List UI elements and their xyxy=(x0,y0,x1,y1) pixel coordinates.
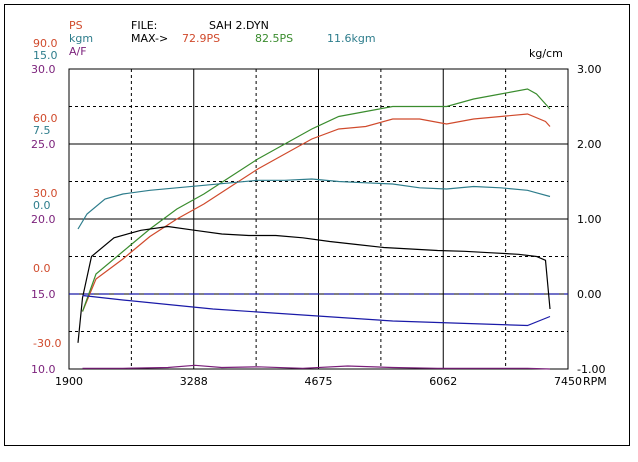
left-tick-kgm: 0.0 xyxy=(33,199,51,212)
left-axis-ticks: 90.015.030.060.07.525.030.00.020.00.015.… xyxy=(31,37,61,376)
left-tick-af: 10.0 xyxy=(31,363,56,376)
left-tick-ps: 90.0 xyxy=(33,37,58,50)
right-axis-label: kg/cm xyxy=(529,47,563,60)
file-name: SAH 2.DYN xyxy=(209,19,269,32)
series-line-boost xyxy=(77,225,551,343)
right-tick-label: 2.00 xyxy=(577,138,602,151)
x-axis-label: RPM xyxy=(583,375,607,388)
series-line-ps2 xyxy=(81,88,551,312)
series-line-ps xyxy=(81,113,551,312)
af-label: A/F xyxy=(69,45,87,58)
left-tick-kgm: 7.5 xyxy=(33,124,51,137)
left-tick-af: 25.0 xyxy=(31,138,56,151)
grid xyxy=(68,68,569,370)
dyno-chart-frame: PS kgm A/F FILE: SAH 2.DYN MAX-> 72.9PS … xyxy=(4,4,630,446)
series-line-a-f2 xyxy=(82,364,551,370)
series-line-torque xyxy=(77,178,551,230)
max-ps2: 82.5PS xyxy=(255,32,293,45)
right-axis-ticks: 3.00 2.00 1.00 0.00 -1.00 xyxy=(577,63,605,376)
x-tick-label: 1900 xyxy=(55,375,83,388)
left-tick-ps: -30.0 xyxy=(33,337,61,350)
series-lines xyxy=(77,88,551,370)
left-tick-ps: 30.0 xyxy=(33,187,58,200)
x-tick-label: 4675 xyxy=(305,375,333,388)
dyno-chart: PS kgm A/F FILE: SAH 2.DYN MAX-> 72.9PS … xyxy=(31,19,607,388)
right-tick-label: 0.00 xyxy=(577,288,602,301)
left-tick-kgm: 15.0 xyxy=(33,49,58,62)
right-tick-label: 3.00 xyxy=(577,63,602,76)
right-tick-label: -1.00 xyxy=(577,363,605,376)
x-tick-label: 7450 xyxy=(554,375,582,388)
x-tick-label: 6062 xyxy=(429,375,457,388)
x-axis-ticks: 1900 3288 4675 6062 7450 xyxy=(55,375,582,388)
left-tick-af: 20.0 xyxy=(31,213,56,226)
max-kgm: 11.6kgm xyxy=(327,32,376,45)
series-line-a-f xyxy=(82,294,551,327)
x-tick-label: 3288 xyxy=(180,375,208,388)
max-label: MAX-> xyxy=(131,32,168,45)
max-ps: 72.9PS xyxy=(182,32,220,45)
right-tick-label: 1.00 xyxy=(577,213,602,226)
kgm-label: kgm xyxy=(69,32,93,45)
left-tick-ps: 60.0 xyxy=(33,112,58,125)
left-tick-af: 15.0 xyxy=(31,288,56,301)
left-tick-ps: 0.0 xyxy=(33,262,51,275)
ps-label: PS xyxy=(69,19,83,32)
file-label: FILE: xyxy=(131,19,157,32)
left-tick-af: 30.0 xyxy=(31,63,56,76)
